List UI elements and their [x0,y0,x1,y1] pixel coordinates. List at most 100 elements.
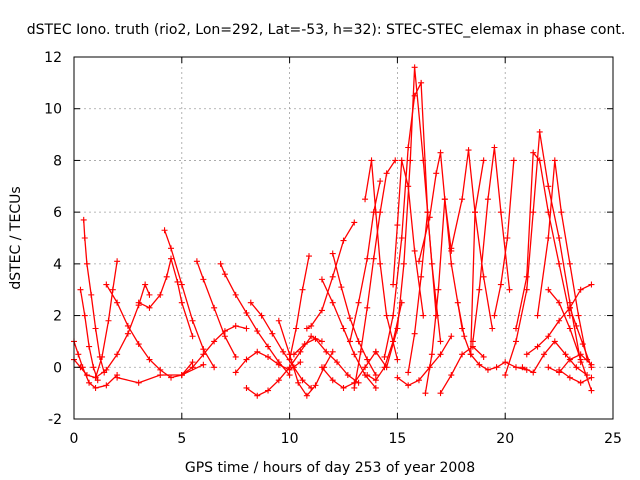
data-point [243,325,250,332]
data-point [88,291,95,298]
data-point [318,338,325,345]
data-point [407,157,414,164]
data-point [295,379,302,386]
data-point [351,384,358,391]
data-point [189,317,196,324]
data-point [370,255,377,262]
data-point [411,330,418,337]
data-point [334,359,341,366]
data-point [329,348,336,355]
data-point [303,325,310,332]
data-point [312,335,319,342]
data-point [577,351,584,358]
data-point [566,260,573,267]
data-point [534,343,541,350]
data-point [588,374,595,381]
data-point [480,353,487,360]
data-point [114,258,121,265]
data-point [545,286,552,293]
data-point [247,299,254,306]
data-series [467,351,530,373]
data-point [372,377,379,384]
data-point [351,351,358,358]
plot-frame [73,56,614,420]
data-point [502,372,509,379]
data-point [424,209,431,216]
data-point [303,392,310,399]
data-point [297,348,304,355]
data-point [211,338,218,345]
data-point [200,276,207,283]
data-point [174,278,181,285]
data-point [394,325,401,332]
data-series [491,157,517,319]
data-series [286,253,313,363]
data-point [435,286,442,293]
data-point [103,281,110,288]
data-point [577,379,584,386]
data-point [243,384,250,391]
data-series [566,304,595,371]
data-point [254,348,261,355]
data-point [221,333,228,340]
data-series [448,147,496,332]
data-point [243,309,250,316]
data-point [355,338,362,345]
data-point [512,325,519,332]
data-area [71,64,595,399]
x-axis-title: GPS time / hours of day 253 of year 2008 [185,460,475,476]
data-point [394,222,401,229]
data-point [411,92,418,99]
x-tick-label: 20 [496,431,514,447]
data-point [566,304,573,311]
data-point [383,170,390,177]
data-point [135,299,142,306]
series-line [493,160,515,316]
series-line [364,160,399,360]
data-point [308,322,315,329]
data-point [588,281,595,288]
data-point [355,299,362,306]
data-point [562,351,569,358]
data-point [491,312,498,319]
x-tick-label: 0 [70,431,79,447]
data-point [232,369,239,376]
data-point [398,235,405,241]
data-point [480,273,487,280]
data-point [157,291,164,298]
data-point [364,356,371,363]
data-point [497,209,504,216]
y-tick-label: 6 [53,205,62,221]
data-point [383,312,390,319]
data-point [441,196,448,203]
data-series [512,149,573,332]
data-point [420,312,427,319]
y-tick-label: 4 [53,257,62,273]
data-point [364,304,371,311]
data-point [484,196,491,203]
data-point [530,149,537,156]
data-point [588,364,595,371]
data-point [394,356,401,363]
data-point [146,304,153,311]
data-point [346,315,353,322]
data-point [351,219,358,226]
data-point [405,369,412,376]
data-point [437,390,444,397]
data-series [545,286,595,394]
data-point [383,364,390,371]
data-point [502,359,509,366]
y-tick-label: 8 [53,153,62,169]
data-point [476,286,483,293]
data-series [534,157,591,363]
data-point [168,255,175,262]
data-point [448,333,455,340]
data-point [469,338,476,345]
data-point [243,356,250,363]
series-line [332,253,377,376]
data-point [372,372,379,379]
data-point [308,333,315,340]
data-point [329,250,336,257]
data-point [480,157,487,164]
data-point [146,356,153,363]
